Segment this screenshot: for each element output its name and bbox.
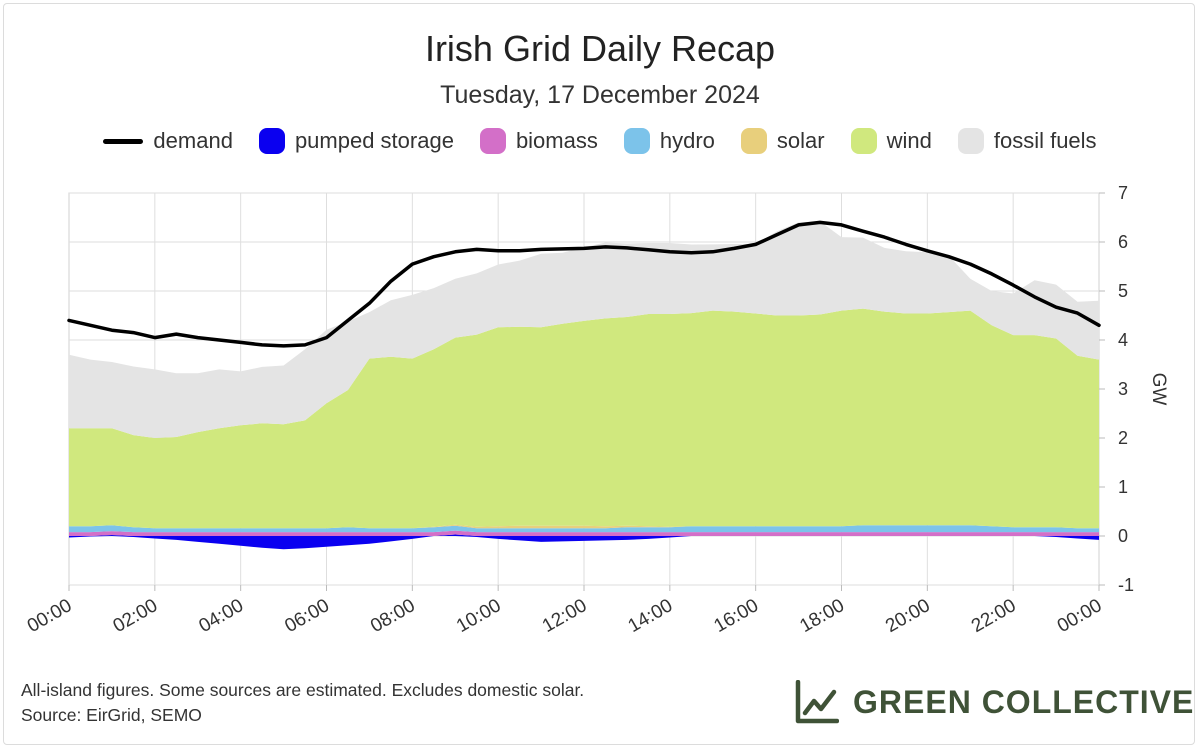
legend-item-hydro[interactable]: hydro — [623, 128, 715, 154]
y-tick-label: 0 — [1118, 526, 1128, 546]
footer-note: All-island figures. Some sources are est… — [21, 680, 585, 700]
chart-frame — [3, 3, 1195, 745]
legend-label-hydro: hydro — [659, 128, 715, 153]
x-tick-label: 04:00 — [195, 595, 247, 637]
x-tick-label: 00:00 — [1054, 595, 1106, 637]
x-tick-label: 18:00 — [796, 595, 848, 637]
area-pumped-storage-negative — [69, 536, 1099, 550]
x-tick-label: 12:00 — [539, 595, 591, 637]
x-tick-label: 14:00 — [625, 595, 677, 637]
rising-chart-logo-icon — [795, 680, 839, 724]
legend-item-solar[interactable]: solar — [740, 128, 825, 154]
y-tick-label: 6 — [1118, 232, 1128, 252]
legend: demand pumped storage biomass hydro sola… — [0, 128, 1200, 154]
area-solar — [69, 524, 1099, 529]
x-tick-label: 22:00 — [968, 595, 1020, 637]
brand-logo: GREEN COLLECTIVE — [795, 680, 1194, 724]
wind-swatch-icon — [850, 128, 877, 154]
biomass-swatch-icon — [479, 128, 506, 154]
area-biomass — [69, 530, 1099, 536]
legend-label-wind: wind — [886, 128, 932, 153]
y-tick-label: 7 — [1118, 183, 1128, 203]
demand-line-icon — [103, 138, 144, 144]
brand-name: GREEN COLLECTIVE — [853, 683, 1195, 720]
legend-item-demand[interactable]: demand — [103, 128, 233, 154]
area-hydro — [69, 525, 1099, 533]
x-tick-label: 06:00 — [281, 595, 333, 637]
legend-label-pumped-storage: pumped storage — [294, 128, 454, 153]
legend-item-fossil-fuels[interactable]: fossil fuels — [957, 128, 1097, 154]
footer-notes: All-island figures. Some sources are est… — [21, 678, 584, 728]
legend-label-biomass: biomass — [515, 128, 598, 153]
legend-label-solar: solar — [776, 128, 825, 153]
legend-label-fossil-fuels: fossil fuels — [993, 128, 1097, 153]
y-tick-label: 2 — [1118, 428, 1128, 448]
y-tick-label: 1 — [1118, 477, 1128, 497]
x-tick-label: 16:00 — [710, 595, 762, 637]
fossil-fuels-swatch-icon — [957, 128, 984, 154]
pumped-storage-swatch-icon — [258, 128, 285, 154]
x-tick-label: 08:00 — [367, 595, 419, 637]
legend-label-demand: demand — [153, 128, 233, 153]
area-wind — [69, 308, 1099, 529]
legend-item-pumped-storage[interactable]: pumped storage — [258, 128, 454, 154]
x-tick-label: 00:00 — [24, 595, 76, 637]
x-tick-label: 02:00 — [110, 595, 162, 637]
y-tick-label: 4 — [1118, 330, 1128, 350]
chart-subtitle: Tuesday, 17 December 2024 — [440, 81, 760, 109]
y-tick-label: -1 — [1118, 575, 1134, 595]
hydro-swatch-icon — [623, 128, 650, 154]
x-tick-label: 20:00 — [882, 595, 934, 637]
solar-swatch-icon — [740, 128, 767, 154]
area-fossil-fuels — [69, 221, 1099, 438]
legend-item-biomass[interactable]: biomass — [479, 128, 598, 154]
y-axis-label: GW — [1148, 373, 1169, 406]
legend-item-wind[interactable]: wind — [850, 128, 932, 154]
y-tick-label: 5 — [1118, 281, 1128, 301]
footer-source: Source: EirGrid, SEMO — [21, 705, 202, 725]
x-tick-label: 10:00 — [453, 595, 505, 637]
demand-line — [67, 220, 1101, 348]
y-tick-label: 3 — [1118, 379, 1128, 399]
chart-title: Irish Grid Daily Recap — [424, 28, 776, 69]
